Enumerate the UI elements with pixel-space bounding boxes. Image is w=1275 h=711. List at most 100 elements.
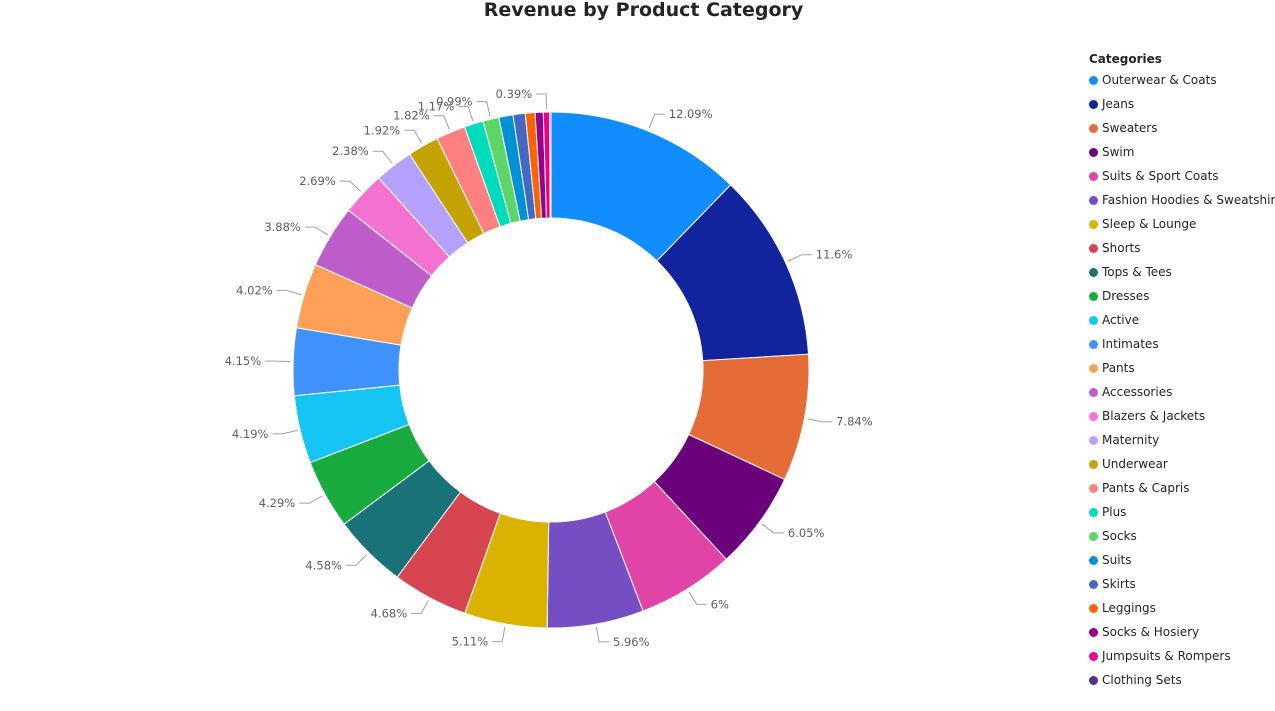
- leader-line-sweaters: [807, 418, 833, 423]
- legend-marker: [1089, 339, 1098, 349]
- legend-marker: [1089, 123, 1098, 133]
- leader-line-active: [272, 429, 298, 435]
- legend-label: Intimates: [1102, 337, 1159, 351]
- data-label-underwear: 1.92%: [364, 123, 401, 137]
- legend-marker: [1089, 483, 1098, 493]
- data-label-sweaters: 7.84%: [836, 415, 873, 429]
- legend-label: Accessories: [1102, 385, 1173, 399]
- legend-item-intimates[interactable]: Intimates: [1089, 332, 1275, 356]
- data-label-dresses: 4.29%: [259, 496, 296, 510]
- legend-label: Tops & Tees: [1102, 265, 1172, 279]
- leader-line-underwear: [404, 129, 423, 144]
- leader-line-maternity: [372, 150, 393, 164]
- data-label-accessories: 3.88%: [264, 220, 301, 234]
- leader-line-plus: [458, 106, 474, 122]
- legend-item-fashion-hoodies-and-sweatshirts[interactable]: Fashion Hoodies & Sweatshirts: [1089, 188, 1275, 212]
- legend-item-plus[interactable]: Plus: [1089, 500, 1275, 524]
- legend-item-underwear[interactable]: Underwear: [1089, 452, 1275, 476]
- legend-marker: [1089, 651, 1098, 661]
- legend-item-maternity[interactable]: Maternity: [1089, 428, 1275, 452]
- data-label-jumpsuits-and-rompers: 0.39%: [496, 87, 533, 101]
- legend-item-pants[interactable]: Pants: [1089, 356, 1275, 380]
- legend-label: Jeans: [1102, 97, 1135, 111]
- legend-marker: [1089, 459, 1098, 469]
- leader-line-blazers-and-jackets: [339, 180, 362, 192]
- legend-label: Suits & Sport Coats: [1102, 169, 1219, 183]
- leader-line-fashion-hoodies-and-sweatshirts: [595, 626, 610, 643]
- legend-marker: [1089, 387, 1098, 397]
- legend-label: Socks: [1102, 529, 1137, 543]
- legend-item-blazers-and-jackets[interactable]: Blazers & Jackets: [1089, 404, 1275, 428]
- legend-marker: [1089, 147, 1098, 157]
- data-label-active: 4.19%: [232, 427, 269, 441]
- legend-marker: [1089, 555, 1098, 565]
- legend-marker: [1089, 579, 1098, 589]
- legend-label: Suits: [1102, 553, 1132, 567]
- data-label-blazers-and-jackets: 2.69%: [299, 174, 336, 188]
- legend-title: Categories: [1089, 52, 1162, 66]
- legend-item-socks[interactable]: Socks: [1089, 524, 1275, 548]
- legend-marker: [1089, 603, 1098, 613]
- legend-marker: [1089, 435, 1098, 445]
- legend-item-active[interactable]: Active: [1089, 308, 1275, 332]
- legend-item-tops-and-tees[interactable]: Tops & Tees: [1089, 260, 1275, 284]
- legend-marker: [1089, 531, 1098, 541]
- legend-label: Skirts: [1102, 577, 1136, 591]
- legend-marker: [1089, 171, 1098, 181]
- legend-marker: [1089, 291, 1098, 301]
- legend-items: Outerwear & Coats Jeans Sweaters Swim Suits …: [1089, 68, 1275, 692]
- legend-label: Socks & Hosiery: [1102, 625, 1200, 639]
- legend-item-dresses[interactable]: Dresses: [1089, 284, 1275, 308]
- leader-line-jumpsuits-and-rompers: [536, 93, 547, 110]
- leader-line-shorts: [411, 600, 429, 615]
- legend-label: Dresses: [1102, 289, 1150, 303]
- legend: Categories Outerwear & Coats Jeans Sweater…: [1089, 50, 1275, 692]
- legend-label: Sweaters: [1102, 121, 1158, 135]
- legend-item-suits-and-sport-coats[interactable]: Suits & Sport Coats: [1089, 164, 1275, 188]
- legend-marker: [1089, 507, 1098, 517]
- legend-item-suits[interactable]: Suits: [1089, 548, 1275, 572]
- legend-label: Maternity: [1102, 433, 1160, 447]
- leader-line-accessories: [304, 226, 328, 236]
- legend-label: Blazers & Jackets: [1102, 409, 1206, 423]
- legend-item-pants-and-capris[interactable]: Pants & Capris: [1089, 476, 1275, 500]
- legend-label: Active: [1102, 313, 1140, 327]
- legend-label: Clothing Sets: [1102, 673, 1182, 687]
- legend-item-outerwear-and-coats[interactable]: Outerwear & Coats: [1089, 68, 1275, 92]
- legend-item-clothing-sets[interactable]: Clothing Sets: [1089, 668, 1275, 692]
- data-label-socks: 0.99%: [436, 95, 473, 109]
- legend-item-shorts[interactable]: Shorts: [1089, 236, 1275, 260]
- leader-line-swim: [761, 523, 784, 534]
- leader-line-outerwear-and-coats: [648, 113, 665, 129]
- legend-item-accessories[interactable]: Accessories: [1089, 380, 1275, 404]
- legend-item-sweaters[interactable]: Sweaters: [1089, 116, 1275, 140]
- data-label-swim: 6.05%: [788, 526, 825, 540]
- legend-label: Jumpsuits & Rompers: [1102, 649, 1231, 663]
- legend-marker: [1089, 243, 1098, 253]
- legend-marker: [1089, 195, 1098, 205]
- leader-line-suits-and-sport-coats: [688, 591, 707, 605]
- data-label-outerwear-and-coats: 12.09%: [669, 107, 713, 121]
- leader-line-tops-and-tees: [345, 554, 367, 566]
- data-label-sleep-and-lounge: 5.11%: [452, 635, 489, 649]
- legend-item-sleep-and-lounge[interactable]: Sleep & Lounge: [1089, 212, 1275, 236]
- legend-item-leggings[interactable]: Leggings: [1089, 596, 1275, 620]
- data-label-pants: 4.02%: [236, 283, 273, 297]
- slice-clothing-sets[interactable]: [549, 111, 552, 219]
- data-label-fashion-hoodies-and-sweatshirts: 5.96%: [613, 635, 650, 649]
- legend-item-jumpsuits-and-rompers[interactable]: Jumpsuits & Rompers: [1089, 644, 1275, 668]
- legend-label: Underwear: [1102, 457, 1168, 471]
- legend-item-jeans[interactable]: Jeans: [1089, 92, 1275, 116]
- data-label-jeans: 11.6%: [816, 248, 853, 262]
- legend-marker: [1089, 315, 1098, 325]
- legend-marker: [1089, 675, 1098, 685]
- legend-item-swim[interactable]: Swim: [1089, 140, 1275, 164]
- legend-item-socks-and-hosiery[interactable]: Socks & Hosiery: [1089, 620, 1275, 644]
- legend-label: Plus: [1102, 505, 1127, 519]
- legend-marker: [1089, 411, 1098, 421]
- legend-label: Fashion Hoodies & Sweatshirts: [1102, 193, 1275, 207]
- legend-item-skirts[interactable]: Skirts: [1089, 572, 1275, 596]
- legend-marker: [1089, 219, 1098, 229]
- legend-label: Pants: [1102, 361, 1135, 375]
